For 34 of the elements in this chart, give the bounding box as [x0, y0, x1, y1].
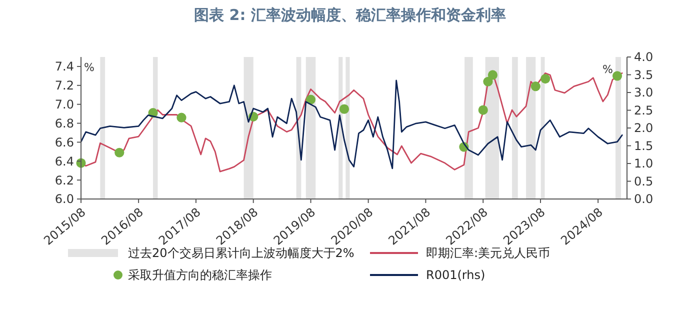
y2-tick-label: 4.0	[634, 50, 654, 64]
y2-tick-label: 3.5	[634, 68, 654, 82]
legend-label: 采取升值方向的稳汇率操作	[128, 268, 272, 282]
y2-tick-label: 2.5	[634, 103, 654, 118]
y-axis-title: %	[84, 61, 94, 74]
y2-tick-label: 3.0	[634, 86, 654, 100]
point	[114, 148, 124, 158]
chart-title: 图表 2: 汇率波动幅度、稳汇率操作和资金利率	[194, 6, 506, 24]
y2-tick-label: 0.0	[634, 192, 654, 206]
y-tick-label: 6.4	[54, 154, 74, 168]
point	[612, 71, 622, 81]
point	[530, 82, 540, 92]
point	[306, 94, 316, 104]
y2-tick-label: 1.5	[634, 138, 654, 153]
y-tick-label: 6.2	[54, 173, 74, 188]
point	[478, 105, 488, 115]
y-tick-label: 6.0	[54, 192, 74, 206]
y2-tick-label: 1.0	[634, 156, 654, 171]
legend-label: 即期汇率:美元兑人民币	[426, 246, 550, 260]
point	[483, 76, 493, 86]
y-tick-label: 7.0	[54, 98, 74, 112]
legend-label: R001(rhs)	[426, 268, 486, 282]
y2-tick-label: 2.0	[634, 121, 654, 136]
y-tick-label: 6.8	[54, 116, 74, 130]
y2-tick-label: 0.5	[634, 174, 654, 188]
y-tick-label: 7.4	[54, 60, 74, 74]
point	[488, 70, 498, 80]
point	[540, 74, 550, 84]
point	[176, 112, 186, 122]
y-tick-label: 7.2	[54, 78, 74, 93]
y-tick-label: 6.6	[54, 135, 74, 150]
point	[339, 104, 350, 114]
y2-axis-title: %	[602, 63, 613, 76]
legend-label: 过去20个交易日累计向上波动幅度大于2%	[128, 246, 354, 260]
